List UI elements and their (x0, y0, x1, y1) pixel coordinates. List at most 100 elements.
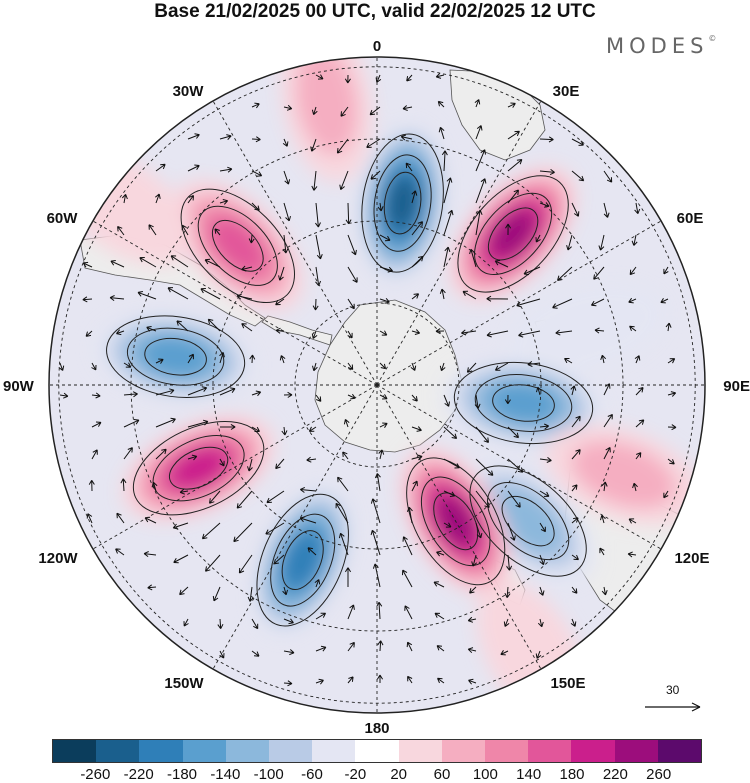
wind-vector-arrow (539, 169, 555, 176)
wind-vector-arrow (443, 246, 451, 268)
wind-vector-arrow (155, 358, 164, 364)
wind-vector-arrow (379, 362, 387, 370)
lon-label-90w: 90W (3, 378, 35, 395)
wind-vector-arrow (507, 189, 519, 204)
wind-vector-arrow (82, 296, 93, 303)
wind-vector-arrow (441, 150, 448, 172)
wind-vector-arrow (411, 329, 421, 335)
wind-vector-arrow (443, 209, 454, 236)
contour-line-10 (144, 337, 207, 376)
wind-vector-arrow (266, 490, 285, 504)
wind-vector-arrow (219, 166, 233, 173)
wind-vector-arrow (181, 224, 189, 236)
wind-vector-arrow (282, 234, 289, 254)
wind-vector-arrow (155, 417, 176, 428)
wind-vector-arrow (411, 255, 424, 268)
wind-vector-arrow (241, 265, 253, 272)
wind-vector-arrow (600, 354, 607, 364)
wind-vector-arrow (379, 266, 393, 273)
colorbar-swatch-3 (182, 740, 226, 762)
wind-vector-arrow (601, 586, 608, 596)
wind-vector-arrow (439, 288, 446, 300)
wind-vector-arrow (314, 579, 321, 588)
wind-vector-arrow (443, 394, 450, 407)
wind-vector-arrow (570, 385, 577, 396)
wind-vector-arrow (219, 423, 236, 430)
wind-vector-arrow (201, 522, 221, 540)
wind-vector-arrow (475, 178, 487, 204)
wind-vector-arrow (247, 458, 253, 472)
contour-line-9 (168, 446, 229, 490)
wind-vector-arrow (571, 484, 578, 492)
wind-vector-arrow (283, 618, 294, 625)
wind-vector-arrow (344, 567, 352, 587)
wind-vector-arrow (603, 413, 613, 428)
contour-line-11 (180, 188, 296, 304)
wind-vector-arrow (475, 149, 486, 172)
wind-vector-arrow (665, 322, 672, 332)
wind-vector-arrow (634, 355, 641, 364)
wind-vector-arrow (538, 586, 545, 596)
wind-vector-arrow (283, 202, 291, 222)
wind-vector-arrow (539, 136, 554, 143)
wind-vector-arrow (91, 421, 102, 428)
anomaly-blob-0 (385, 175, 420, 232)
wind-vector-arrow (299, 516, 317, 524)
lon-label-30w: 30W (173, 83, 205, 100)
wind-vector-arrow (377, 640, 384, 652)
wind-vector-arrow (400, 134, 413, 141)
wind-vector-arrow (312, 362, 318, 372)
wind-vector-arrow (406, 506, 413, 524)
meridian-line (376, 384, 542, 670)
wind-vector-arrow (336, 138, 349, 154)
wind-vector-arrow (147, 584, 157, 591)
wind-vector-arrow (154, 193, 161, 204)
contour-line-3 (492, 384, 555, 422)
wind-vector-arrow (537, 618, 544, 628)
wind-vector-arrow (629, 325, 637, 332)
colorbar-swatch-4 (225, 740, 270, 762)
wind-vector-arrow (123, 362, 132, 368)
wind-vector-arrow (146, 326, 157, 332)
contour-line-9 (152, 435, 245, 502)
wind-vector-arrow (315, 202, 321, 228)
wind-vector-arrow (437, 100, 445, 108)
wind-vector-arrow (337, 476, 349, 492)
wind-vector-arrow (155, 163, 166, 172)
wind-vector-arrow (475, 209, 483, 236)
wind-vector-arrow (667, 424, 677, 431)
wind-vector-arrow (311, 170, 318, 191)
wind-vector-arrow (535, 650, 542, 659)
wind-vector-arrow (631, 234, 638, 246)
wind-vector-arrow (603, 170, 613, 183)
wind-vector-arrow (219, 458, 225, 467)
colorbar-tick-label: 60 (433, 766, 451, 783)
colorbar-swatch-1 (96, 740, 140, 762)
geopotential-contours (106, 133, 594, 627)
wind-vector-arrow (632, 482, 638, 492)
modes-logo: MODES© (606, 34, 716, 58)
colorbar-tick-label: 220 (602, 766, 628, 783)
wind-vector-arrow (283, 680, 293, 687)
wind-vector-arrow (505, 223, 512, 236)
anomaly-blob-1 (490, 210, 536, 258)
wind-vector-arrow (217, 618, 224, 629)
lon-label-150w: 150W (164, 675, 204, 692)
wind-vector-arrow (571, 138, 584, 146)
contour-line-0 (361, 133, 444, 273)
wind-vector-arrow (251, 102, 260, 109)
wind-vector-arrow (486, 330, 509, 338)
reference-arrow-head (691, 702, 701, 712)
wind-vector-arrow (402, 536, 413, 556)
wind-vector-arrow (443, 490, 456, 497)
wind-vector-arrow (335, 502, 349, 524)
wind-vector-arrow (523, 266, 541, 276)
anomaly-blob-5 (493, 488, 564, 555)
wind-vector-arrow (601, 481, 608, 492)
wind-vector-arrow (219, 134, 232, 140)
wind-vector-arrow (379, 234, 391, 242)
wind-vector-arrow (212, 586, 221, 602)
wind-vector-arrow (411, 480, 418, 492)
wind-vector-arrow (503, 618, 510, 627)
wind-vector-arrow (539, 490, 550, 497)
